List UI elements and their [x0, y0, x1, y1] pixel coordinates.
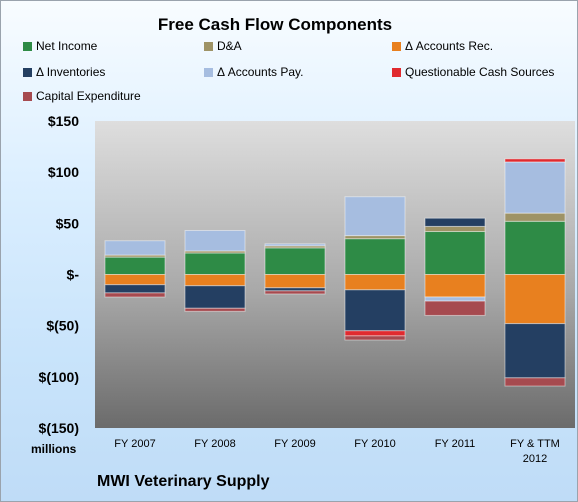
legend-item-d-and-a: D&A: [204, 39, 242, 53]
bar-segment: [504, 158, 566, 163]
chart-title: Free Cash Flow Components: [157, 15, 393, 34]
y-tick-label: $(100): [39, 369, 79, 385]
legend-item-net-income: Net Income: [23, 39, 97, 53]
legend-label: Δ Accounts Pay.: [217, 65, 304, 79]
bar-segment: [504, 377, 566, 387]
bar-segment: [504, 323, 566, 379]
bar-segment: [504, 220, 566, 275]
y-tick-label: $(50): [46, 318, 79, 334]
bar-segment: [184, 285, 246, 309]
bar-segment: [424, 274, 486, 298]
bar-segment: [184, 307, 246, 312]
legend-swatch-accounts-pay: [204, 68, 213, 77]
bar-segment: [424, 225, 486, 233]
plot-background: [95, 121, 575, 428]
y-tick-label: $100: [48, 164, 79, 180]
legend-swatch-capex: [23, 92, 32, 101]
bar-segment: [504, 274, 566, 325]
y-tick-label: $150: [48, 113, 79, 129]
y-tick-label: $-: [67, 267, 80, 283]
bar-segment: [104, 284, 166, 294]
bar-segment: [504, 212, 566, 222]
x-tick-label: FY 2008: [194, 438, 235, 450]
legend-swatch-inventories: [23, 68, 32, 77]
legend-item-inventories: Δ Inventories: [23, 65, 105, 79]
bar-segment: [264, 247, 326, 275]
bar-segment: [344, 335, 406, 341]
bar-segment: [344, 196, 406, 237]
bar-segment: [104, 292, 166, 298]
bar-segment: [424, 296, 486, 302]
bar-segment: [184, 274, 246, 287]
x-tick-label: FY 2010: [354, 438, 395, 450]
bar-segment: [104, 256, 166, 275]
y-axis-ticks: $150 $100 $50 $- $(50) $(100) $(150): [39, 113, 80, 436]
bar-segment: [104, 254, 166, 258]
bar-segment: [264, 290, 326, 295]
unit-label: millions: [31, 442, 77, 456]
legend-item-questionable-cash: Questionable Cash Sources: [392, 65, 554, 79]
y-tick-label: $50: [56, 215, 80, 231]
legend-label: Net Income: [36, 39, 98, 53]
bar-segment: [184, 252, 246, 275]
legend-label: Δ Accounts Rec.: [405, 39, 494, 53]
bar-segment: [344, 330, 406, 337]
legend-label: D&A: [217, 39, 242, 53]
y-tick-label: $(150): [39, 420, 79, 436]
x-tick-label: FY 2011: [435, 438, 476, 450]
legend-swatch-net-income: [23, 42, 32, 51]
legend-item-accounts-pay: Δ Accounts Pay.: [204, 65, 304, 79]
x-axis-ticks: FY 2007 FY 2008 FY 2009 FY 2010 FY 2011 FY & …: [114, 438, 560, 465]
legend-swatch-accounts-rec: [392, 42, 401, 51]
bar-segment: [424, 231, 486, 276]
bar-segment: [344, 274, 406, 291]
x-tick-label: FY 2009: [274, 438, 315, 450]
legend-item-capex: Capital Expenditure: [23, 89, 141, 103]
bar-segment: [104, 240, 166, 256]
bar-segment: [264, 243, 326, 247]
legend-item-accounts-rec: Δ Accounts Rec.: [392, 39, 493, 53]
legend-swatch-d-and-a: [204, 42, 213, 51]
bar-segment: [104, 274, 166, 286]
bar-segment: [184, 229, 246, 252]
bar-segment: [344, 289, 406, 332]
legend-label: Δ Inventories: [36, 65, 106, 79]
company-label: MWI Veterinary Supply: [97, 473, 270, 490]
legend-label: Capital Expenditure: [36, 89, 141, 103]
bar-segment: [424, 300, 486, 316]
bar-segment: [264, 274, 326, 289]
bars: [104, 158, 566, 387]
bar-segment: [344, 238, 406, 275]
legend-swatch-questionable-cash: [392, 68, 401, 77]
x-tick-label: FY & TTM 2012: [510, 438, 560, 465]
bar-segment: [424, 217, 486, 227]
legend-label: Questionable Cash Sources: [405, 65, 555, 79]
x-tick-label: FY 2007: [114, 438, 155, 450]
bar-segment: [504, 161, 566, 214]
